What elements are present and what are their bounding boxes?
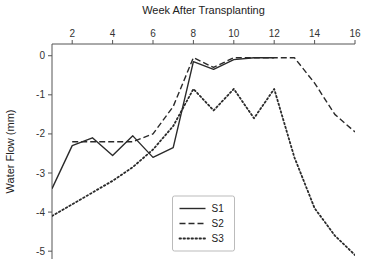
y-axis-line — [52, 44, 53, 259]
legend-swatch — [180, 223, 206, 224]
x-tick-label: 6 — [150, 28, 156, 39]
series-group — [52, 58, 355, 255]
legend-label: S1 — [212, 203, 225, 214]
y-tick — [48, 251, 52, 252]
x-tick-label: 10 — [228, 28, 240, 39]
legend-label: S2 — [212, 218, 225, 229]
y-tick-label: -5 — [36, 246, 45, 257]
x-tick — [112, 40, 113, 44]
x-tick-label: 4 — [110, 28, 116, 39]
series-line — [52, 89, 355, 255]
x-tick — [314, 40, 315, 44]
y-tick — [48, 173, 52, 174]
series-line — [52, 58, 274, 189]
x-tick — [153, 40, 154, 44]
y-tick-label: 0 — [39, 50, 45, 61]
x-tick — [355, 40, 356, 44]
axes: 2 4 6 8 10 12 14 16 0 -1 -2 -3 -4 -5 — [36, 28, 361, 259]
chart: 2 4 6 8 10 12 14 16 0 -1 -2 -3 -4 -5 Week After Transp… — [0, 0, 369, 271]
y-tick-label: -2 — [36, 128, 45, 139]
x-tick — [274, 40, 275, 44]
x-tick — [193, 40, 194, 44]
y-tick-label: -4 — [36, 207, 45, 218]
y-tick — [48, 133, 52, 134]
legend: S1 S2 S3 — [173, 196, 235, 251]
legend-box — [173, 196, 235, 251]
y-tick — [48, 212, 52, 213]
x-tick-label: 8 — [191, 28, 197, 39]
legend-label: S3 — [212, 233, 225, 244]
x-tick — [233, 40, 234, 44]
y-tick — [48, 94, 52, 95]
x-axis-line — [52, 44, 355, 45]
series-line — [72, 58, 355, 142]
x-tick-label: 12 — [269, 28, 281, 39]
legend-swatch — [180, 238, 206, 240]
x-tick-label: 16 — [349, 28, 361, 39]
x-tick-label: 14 — [309, 28, 321, 39]
y-axis-label: Water Flow (mm) — [4, 110, 16, 194]
legend-swatch — [180, 208, 206, 209]
y-tick-label: -3 — [36, 168, 45, 179]
x-tick-label: 2 — [69, 28, 75, 39]
x-tick — [72, 40, 73, 44]
y-tick-label: -1 — [36, 89, 45, 100]
y-tick — [48, 55, 52, 56]
x-axis-label: Week After Transplanting — [142, 4, 265, 16]
